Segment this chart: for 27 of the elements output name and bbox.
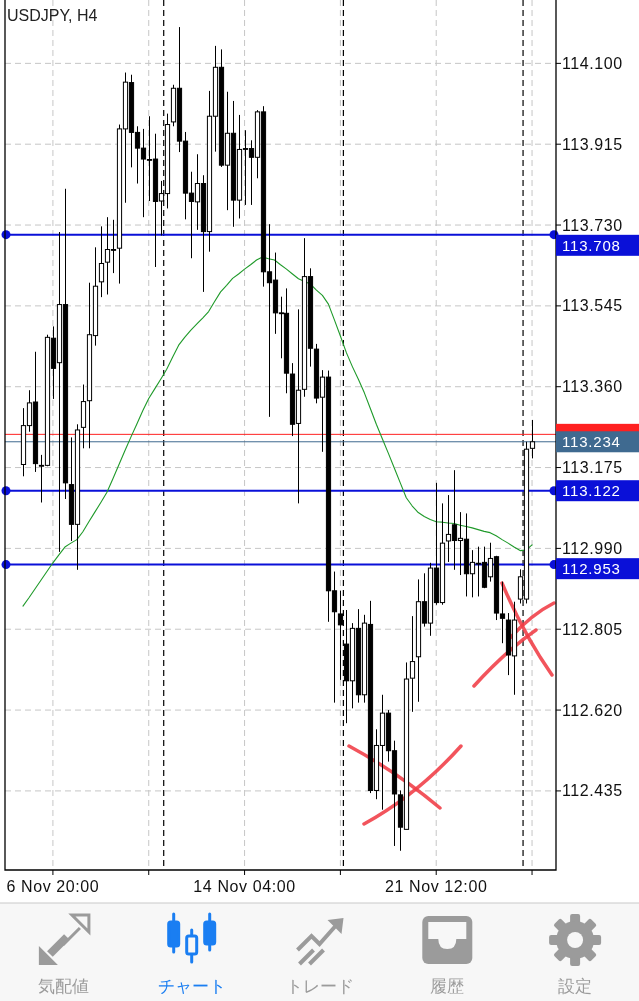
ref-line-label: 113.708 <box>562 236 621 254</box>
ref-line-label: 113.122 <box>562 482 621 500</box>
y-tick-label: 112.435 <box>562 782 623 800</box>
tab-label: チャート <box>157 976 226 996</box>
y-tick-label: 113.730 <box>562 216 623 234</box>
y-tick-label: 112.805 <box>562 620 623 638</box>
ref-line-label: 113.708 <box>556 234 639 256</box>
tab-label: 履歴 <box>430 976 465 996</box>
x-tick-label: 21 Nov 12:00 <box>385 877 488 895</box>
ref-line-label: 113.234 <box>562 433 621 451</box>
tab-label: 気配値 <box>38 976 90 996</box>
x-tick-label: 6 Nov 20:00 <box>6 877 100 895</box>
y-tick-label: 112.990 <box>562 539 623 557</box>
y-tick-label: 113.915 <box>562 135 623 153</box>
y-tick-label: 112.620 <box>562 701 623 719</box>
y-tick-label: 114.100 <box>562 54 623 72</box>
ref-line-label: 113.122 <box>556 480 639 502</box>
ref-line-label: 112.953 <box>562 560 621 578</box>
y-tick-label: 113.360 <box>562 378 623 396</box>
tab-label: トレード <box>285 976 354 996</box>
x-tick-label: 14 Nov 04:00 <box>193 877 296 895</box>
ref-line-label: 113.234 <box>556 431 639 453</box>
tab-label: 設定 <box>558 976 593 996</box>
ref-line-label: 112.953 <box>556 558 639 580</box>
chart-title: USDJPY, H4 <box>7 6 98 24</box>
y-tick-label: 113.175 <box>562 459 623 477</box>
y-tick-label: 113.545 <box>562 297 623 315</box>
